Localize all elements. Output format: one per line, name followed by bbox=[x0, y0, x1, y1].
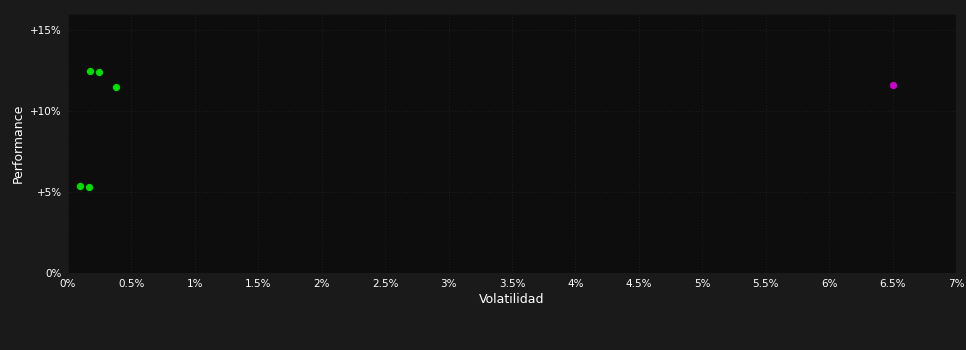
Y-axis label: Performance: Performance bbox=[12, 104, 25, 183]
Point bbox=[108, 84, 124, 90]
X-axis label: Volatilidad: Volatilidad bbox=[479, 293, 545, 306]
Point bbox=[72, 183, 88, 188]
Point bbox=[83, 68, 99, 74]
Point bbox=[92, 70, 107, 75]
Point bbox=[81, 184, 97, 190]
Point bbox=[885, 83, 900, 88]
